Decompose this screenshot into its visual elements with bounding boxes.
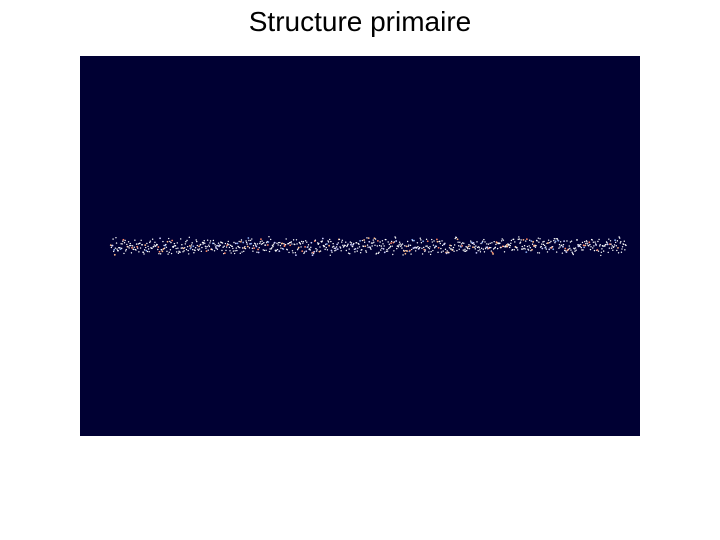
molecular-plot (80, 56, 640, 436)
strand-svg (80, 56, 640, 436)
slide-page: Structure primaire (0, 0, 720, 540)
page-title: Structure primaire (0, 6, 720, 38)
